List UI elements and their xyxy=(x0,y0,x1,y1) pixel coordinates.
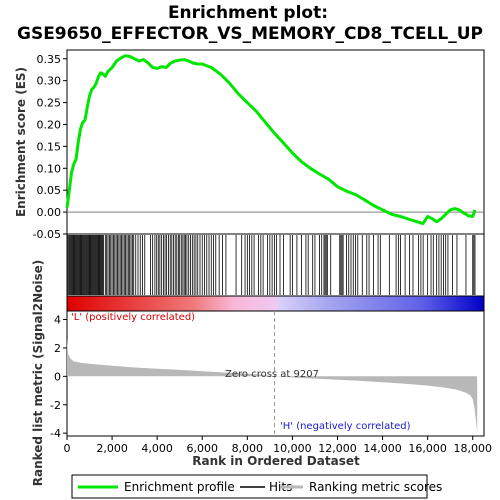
es-y-tick-label: 0.10 xyxy=(37,162,62,175)
metric-y-tick-label: 2 xyxy=(54,342,61,355)
x-tick-label: 14,000 xyxy=(363,442,402,455)
metric-y-tick-label: 4 xyxy=(54,314,61,327)
positive-correlation-label: 'L' (positively correlated) xyxy=(71,312,195,323)
es-y-ticks: -0.05 0.00 0.05 0.10 0.15 0.20 0.25 0.30 0.35 xyxy=(33,53,67,241)
legend-ranking-label: Ranking metric scores xyxy=(309,480,442,494)
es-y-tick-label: 0.05 xyxy=(37,184,62,197)
negative-correlation-label: 'H' (negatively correlated) xyxy=(280,421,411,432)
es-y-tick-label: 0.30 xyxy=(37,75,62,88)
x-tick-label: 18,000 xyxy=(453,442,492,455)
es-y-tick-label: -0.05 xyxy=(33,228,61,241)
x-tick-label: 4,000 xyxy=(141,442,173,455)
chart-title-line2: GSE9650_EFFECTOR_VS_MEMORY_CD8_TCELL_UP xyxy=(17,24,483,44)
es-panel xyxy=(67,50,484,234)
metric-y-axis-label: Ranked list metric (Signal2Noise) xyxy=(31,260,45,487)
metric-y-tick-label: -2 xyxy=(50,399,61,412)
metric-y-ticks: 4 2 0 -2 -4 xyxy=(50,314,67,441)
es-y-axis-label: Enrichment score (ES) xyxy=(14,67,28,217)
ranking-color-bar xyxy=(67,296,484,311)
x-axis-ticks: 0 2,000 4,000 6,000 8,000 10,000 12,000 14,000 1… xyxy=(64,436,492,455)
legend-enrichment-label: Enrichment profile xyxy=(124,480,235,494)
es-y-tick-label: 0.00 xyxy=(37,206,62,219)
es-y-tick-label: 0.15 xyxy=(37,140,62,153)
es-y-tick-label: 0.25 xyxy=(37,97,62,110)
x-tick-label: 16,000 xyxy=(408,442,447,455)
es-y-tick-label: 0.20 xyxy=(37,118,62,131)
metric-y-tick-label: 0 xyxy=(54,370,61,383)
metric-y-tick-label: -4 xyxy=(50,427,61,440)
zero-cross-label: Zero cross at 9207 xyxy=(225,369,319,380)
es-y-tick-label: 0.35 xyxy=(37,53,62,66)
chart-title-line1: Enrichment plot: xyxy=(168,3,328,23)
x-tick-label: 2,000 xyxy=(96,442,128,455)
x-tick-label: 0 xyxy=(64,442,71,455)
x-axis-label: Rank in Ordered Dataset xyxy=(192,454,360,468)
